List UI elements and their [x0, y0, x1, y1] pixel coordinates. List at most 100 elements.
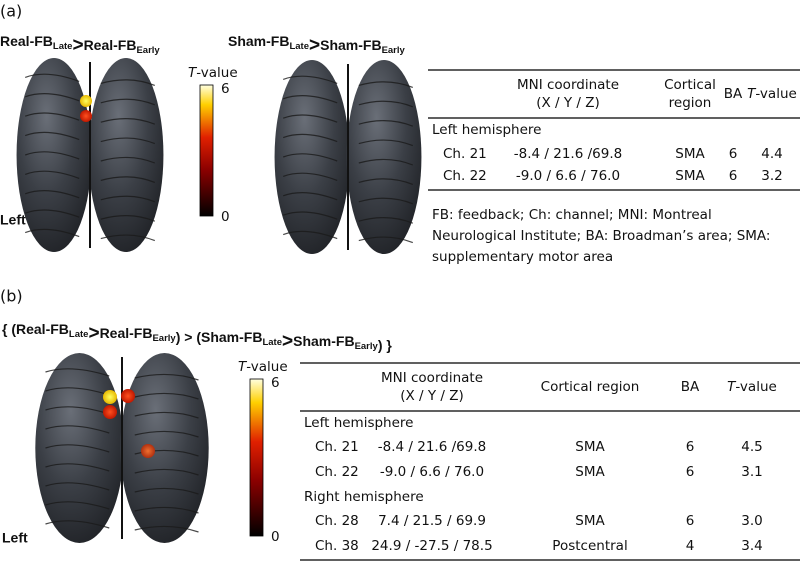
sulcus	[358, 81, 414, 88]
subscript: Early	[355, 341, 379, 352]
term: Sham-FB	[201, 329, 262, 345]
subscript: Late	[53, 41, 73, 52]
footnote: supplementary motor area	[432, 249, 613, 265]
header-rest: -value	[755, 86, 796, 102]
brain-render	[35, 353, 209, 543]
sulcus	[24, 131, 80, 141]
sulcus	[282, 153, 338, 162]
sulcus	[100, 176, 156, 183]
sulcus	[134, 468, 199, 476]
sulcus	[45, 520, 110, 529]
colorbar-max: 6	[271, 375, 280, 391]
italic-t: T	[727, 379, 737, 395]
sulcus	[282, 75, 338, 84]
sulcus	[45, 406, 110, 415]
table-cell: SMA	[675, 168, 705, 184]
table-cell: 6	[686, 513, 695, 529]
column-header: Cortical	[664, 77, 716, 93]
activation-blob	[141, 444, 155, 458]
table-cell: SMA	[575, 439, 605, 455]
table-cell: Postcentral	[552, 538, 627, 554]
column-header: region	[669, 95, 712, 111]
activation-blob	[80, 110, 92, 122]
panel-label: (a)	[0, 2, 22, 21]
header-rest: -value	[735, 379, 776, 395]
column-header: MNI coordinate	[517, 77, 619, 93]
sulcus	[134, 373, 199, 381]
table-cell: -8.4 / 21.6 /69.8	[378, 439, 486, 455]
subscript: Late	[69, 329, 89, 340]
sulcus	[24, 190, 80, 199]
italic-t: T	[747, 86, 757, 102]
side-label: Left	[0, 212, 26, 228]
table-cell: 4.4	[761, 146, 782, 162]
operator: >	[88, 323, 99, 344]
activation-blob	[103, 405, 117, 419]
table-cell: 3.1	[741, 464, 762, 480]
column-header: BA	[681, 379, 700, 395]
table-cell: SMA	[675, 146, 705, 162]
sulcus	[134, 411, 199, 419]
column-header: T-value	[727, 379, 777, 395]
activation-blob	[121, 389, 135, 403]
table-cell: 4.5	[741, 439, 762, 455]
side-label: Left	[2, 530, 28, 546]
table-cell: 3.4	[741, 538, 762, 554]
table-cell: -8.4 / 21.6 /69.8	[514, 146, 622, 162]
column-header: MNI coordinate	[381, 370, 483, 386]
sulcus	[45, 444, 110, 453]
term: Sham-FB	[320, 37, 381, 53]
table-cell: 6	[686, 439, 695, 455]
sulcus	[24, 228, 80, 238]
colorbar-min: 0	[271, 529, 280, 545]
sulcus	[100, 215, 156, 222]
sulcus	[134, 392, 199, 400]
table-cell: Ch. 22	[315, 464, 359, 480]
footnote: Neurological Institute; BA: Broadman’s a…	[432, 228, 770, 244]
table-cell: 4	[686, 538, 695, 554]
sulcus	[358, 139, 414, 147]
table-cell: 6	[729, 146, 738, 162]
group-label: Left hemisphere	[304, 415, 413, 431]
sulcus	[45, 387, 110, 396]
colorbar-title: T-value	[238, 359, 288, 375]
table-cell: Ch. 22	[443, 168, 487, 184]
italic-t: T	[188, 65, 198, 81]
hemisphere	[88, 58, 164, 252]
term: Real-FB	[84, 37, 137, 53]
subscript: Early	[136, 45, 160, 56]
subscript: Late	[289, 41, 309, 52]
colorbar	[249, 378, 264, 537]
subscript: Early	[382, 45, 406, 56]
hemisphere	[346, 60, 422, 254]
sulcus	[24, 93, 80, 102]
sulcus	[134, 430, 199, 438]
table-cell: -9.0 / 6.6 / 76.0	[516, 168, 620, 184]
table-cell: 6	[686, 464, 695, 480]
colorbar-title: T-value	[188, 65, 238, 81]
italic-t: T	[238, 359, 248, 375]
table-cell: 7.4 / 21.5 / 69.9	[378, 513, 486, 529]
sulcus	[24, 209, 80, 218]
operator: >	[309, 35, 320, 56]
term: Sham-FB	[228, 33, 289, 49]
sulcus	[358, 158, 414, 166]
hemisphere	[35, 353, 124, 543]
operator: >	[72, 35, 83, 56]
sulcus	[45, 368, 110, 377]
activation-blob	[103, 390, 117, 404]
sulcus	[100, 156, 156, 164]
table-cell: Ch. 28	[315, 513, 359, 529]
table-cell: 3.0	[741, 513, 762, 529]
hemisphere	[120, 353, 209, 543]
sulcus	[100, 98, 156, 106]
sulcus	[282, 95, 338, 104]
term: ) }	[378, 337, 393, 353]
colorbar-min: 0	[221, 209, 230, 225]
activation-blob	[80, 95, 92, 107]
sulcus	[45, 482, 110, 491]
term: Real-FB	[16, 321, 69, 337]
table-cell: 24.9 / -27.5 / 78.5	[371, 538, 492, 554]
colorbar	[199, 84, 214, 217]
